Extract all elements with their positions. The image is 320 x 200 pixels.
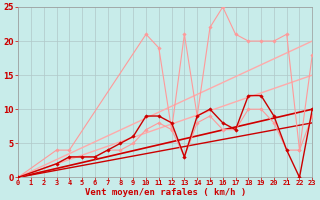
- X-axis label: Vent moyen/en rafales ( km/h ): Vent moyen/en rafales ( km/h ): [84, 188, 246, 197]
